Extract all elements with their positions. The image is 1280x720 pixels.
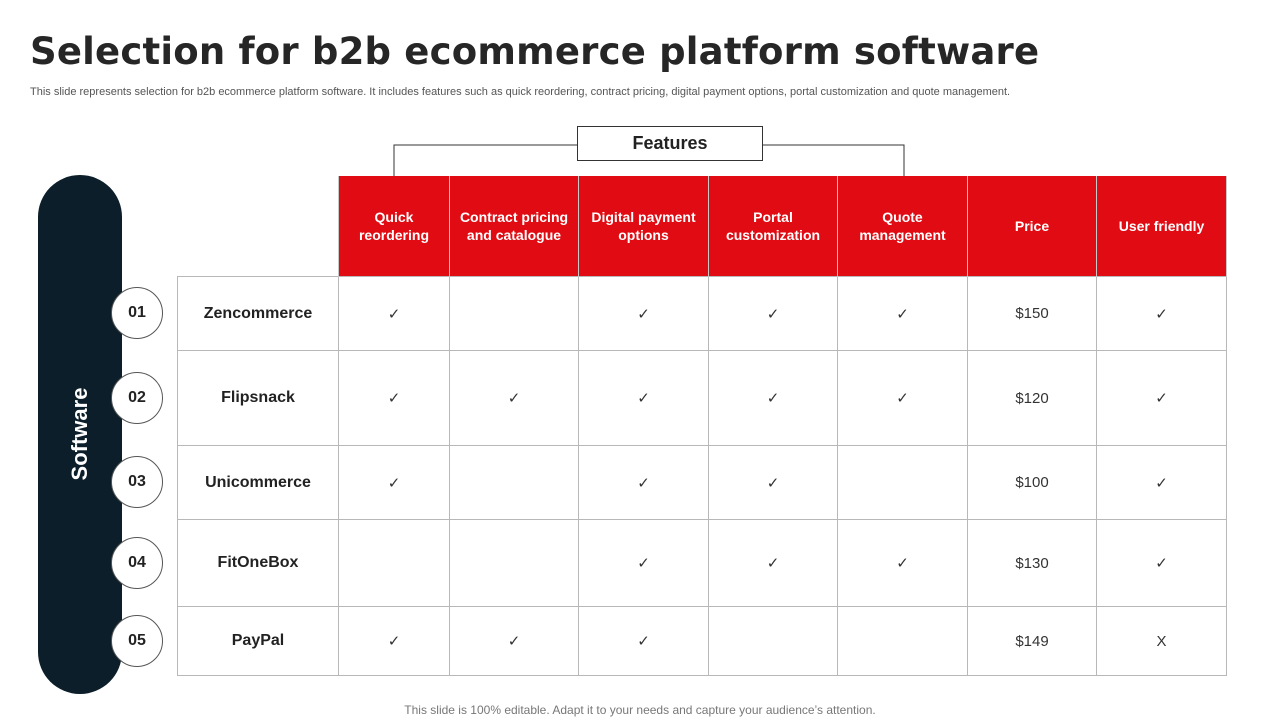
- feature-cell: [837, 606, 968, 676]
- row-number-badge: 05: [111, 614, 163, 667]
- feature-cell: [449, 276, 579, 351]
- software-name: Unicommerce: [177, 445, 339, 520]
- slide-title: Selection for b2b ecommerce platform sof…: [30, 30, 1040, 73]
- feature-cell: ✓: [837, 519, 968, 607]
- header-contract-pricing: Contract pricing and catalogue: [449, 176, 579, 277]
- row-number-badge: 01: [111, 287, 163, 339]
- row-number-badge: 02: [111, 371, 163, 424]
- table-row: FitOneBox ✓ ✓ ✓ $130 ✓: [177, 519, 1227, 607]
- feature-cell: [338, 519, 450, 607]
- feature-cell: ✓: [449, 606, 579, 676]
- sidebar-label: Software: [67, 387, 92, 481]
- feature-cell: ✓: [1096, 445, 1227, 520]
- feature-cell: ✓: [338, 606, 450, 676]
- feature-cell: X: [1096, 606, 1227, 676]
- feature-cell: ✓: [578, 519, 709, 607]
- software-name: Zencommerce: [177, 276, 339, 351]
- feature-cell: ✓: [338, 350, 450, 446]
- feature-cell: ✓: [449, 350, 579, 446]
- row-number-badge: 03: [111, 456, 163, 508]
- price-cell: $120: [967, 350, 1097, 446]
- feature-cell: ✓: [1096, 350, 1227, 446]
- feature-cell: [449, 445, 579, 520]
- feature-cell: ✓: [708, 519, 838, 607]
- feature-cell: ✓: [578, 445, 709, 520]
- price-cell: $150: [967, 276, 1097, 351]
- feature-cell: ✓: [338, 276, 450, 351]
- table-row: Flipsnack ✓ ✓ ✓ ✓ ✓ $120 ✓: [177, 350, 1227, 446]
- software-name: FitOneBox: [177, 519, 339, 607]
- feature-cell: ✓: [578, 606, 709, 676]
- feature-cell: [708, 606, 838, 676]
- price-cell: $149: [967, 606, 1097, 676]
- header-price: Price: [967, 176, 1097, 277]
- header-row: Quick reordering Contract pricing and ca…: [178, 176, 1227, 277]
- feature-cell: ✓: [708, 445, 838, 520]
- software-name: PayPal: [177, 606, 339, 676]
- header-quick-reordering: Quick reordering: [338, 176, 450, 277]
- feature-cell: ✓: [578, 276, 709, 351]
- software-name: Flipsnack: [177, 350, 339, 446]
- comparison-table: Quick reordering Contract pricing and ca…: [177, 176, 1227, 676]
- price-cell: $100: [967, 445, 1097, 520]
- price-cell: $130: [967, 519, 1097, 607]
- feature-cell: ✓: [578, 350, 709, 446]
- feature-cell: [449, 519, 579, 607]
- feature-cell: ✓: [837, 350, 968, 446]
- feature-cell: ✓: [708, 276, 838, 351]
- feature-cell: ✓: [708, 350, 838, 446]
- row-number-badge: 04: [111, 536, 163, 589]
- features-label: Features: [577, 126, 763, 161]
- table-row: PayPal ✓ ✓ ✓ $149 X: [177, 606, 1227, 676]
- feature-cell: ✓: [338, 445, 450, 520]
- slide-footer: This slide is 100% editable. Adapt it to…: [404, 703, 876, 717]
- feature-cell: ✓: [1096, 519, 1227, 607]
- header-spacer: [178, 176, 339, 277]
- header-digital-payment: Digital payment options: [578, 176, 709, 277]
- table-row: Zencommerce ✓ ✓ ✓ ✓ $150 ✓: [177, 276, 1227, 351]
- header-portal-customization: Portal customization: [708, 176, 838, 277]
- header-quote-management: Quote management: [837, 176, 968, 277]
- feature-cell: ✓: [1096, 276, 1227, 351]
- feature-cell: [837, 445, 968, 520]
- table-row: Unicommerce ✓ ✓ ✓ $100 ✓: [177, 445, 1227, 520]
- slide-subtitle: This slide represents selection for b2b …: [30, 86, 1011, 98]
- header-user-friendly: User friendly: [1096, 176, 1227, 277]
- feature-cell: ✓: [837, 276, 968, 351]
- software-sidebar: [38, 175, 122, 694]
